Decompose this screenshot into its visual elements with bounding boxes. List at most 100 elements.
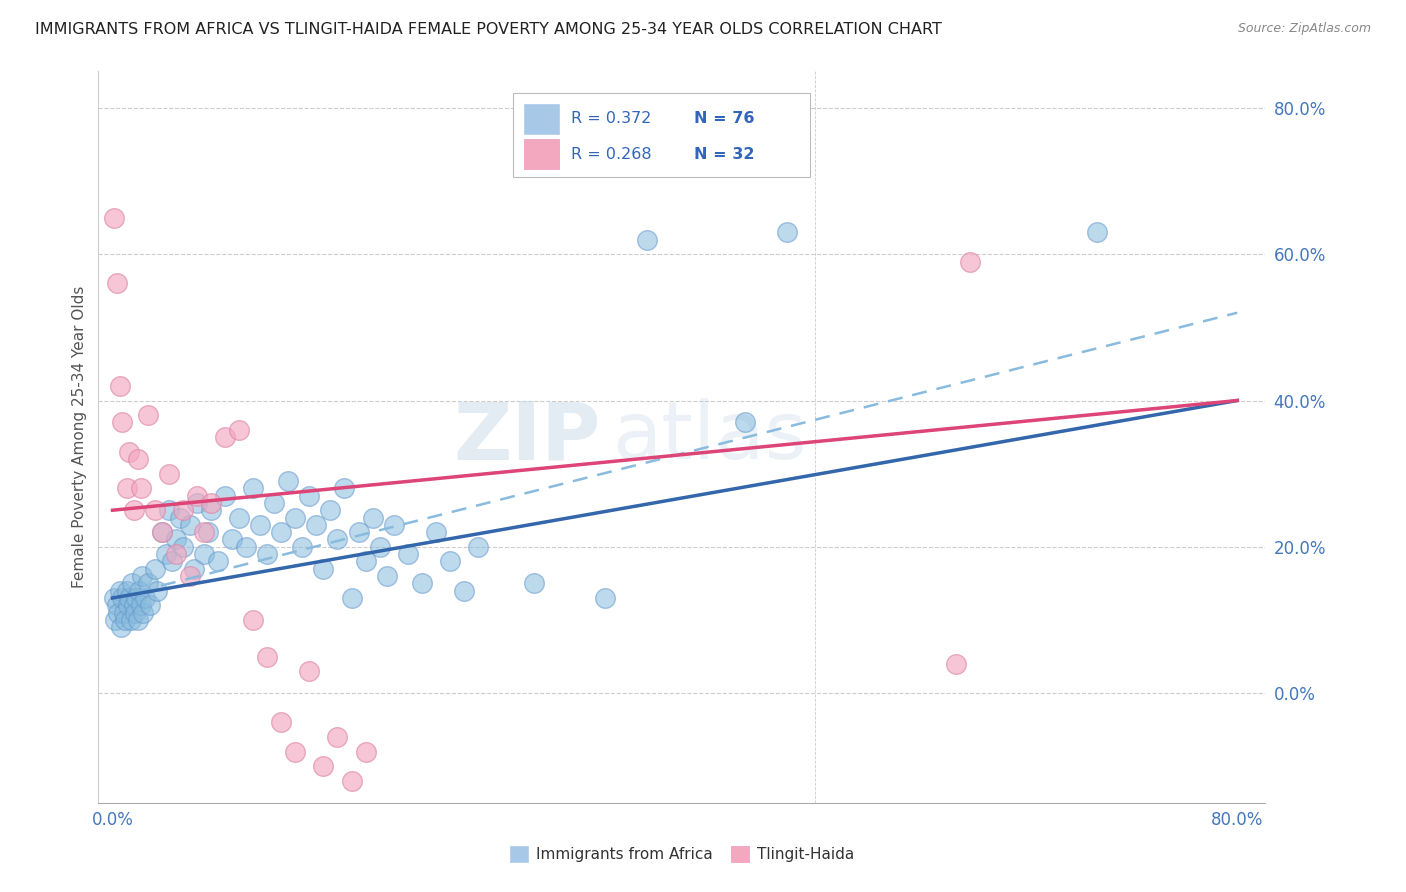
Point	[157, 503, 180, 517]
Point	[172, 540, 194, 554]
Point	[129, 599, 152, 613]
Point	[150, 525, 173, 540]
Point	[183, 562, 205, 576]
Point	[375, 569, 398, 583]
Y-axis label: Female Poverty Among 25-34 Year Olds: Female Poverty Among 25-34 Year Olds	[72, 286, 87, 588]
Point	[467, 540, 489, 554]
Text: atlas: atlas	[612, 398, 806, 476]
Point	[111, 416, 134, 430]
Point	[112, 606, 135, 620]
Point	[305, 517, 328, 532]
Text: IMMIGRANTS FROM AFRICA VS TLINGIT-HAIDA FEMALE POVERTY AMONG 25-34 YEAR OLDS COR: IMMIGRANTS FROM AFRICA VS TLINGIT-HAIDA …	[35, 22, 942, 37]
Point	[125, 591, 148, 605]
Point	[340, 773, 363, 788]
Point	[228, 510, 250, 524]
FancyBboxPatch shape	[513, 94, 810, 178]
Point	[361, 510, 384, 524]
Point	[121, 576, 143, 591]
Text: Source: ZipAtlas.com: Source: ZipAtlas.com	[1237, 22, 1371, 36]
Point	[134, 591, 156, 605]
Point	[132, 606, 155, 620]
Point	[354, 554, 377, 568]
Point	[118, 444, 141, 458]
Point	[284, 510, 307, 524]
Point	[155, 547, 177, 561]
Point	[242, 613, 264, 627]
Point	[104, 613, 127, 627]
Point	[197, 525, 219, 540]
Point	[249, 517, 271, 532]
Bar	[524, 139, 560, 169]
Text: R = 0.268: R = 0.268	[571, 146, 651, 161]
Point	[319, 503, 342, 517]
Point	[411, 576, 433, 591]
Point	[111, 591, 134, 605]
Point	[776, 225, 799, 239]
Point	[103, 591, 125, 605]
Point	[284, 745, 307, 759]
Point	[354, 745, 377, 759]
Point	[122, 503, 145, 517]
Point	[453, 583, 475, 598]
Point	[143, 562, 166, 576]
Point	[270, 525, 292, 540]
Point	[333, 481, 356, 495]
Point	[347, 525, 370, 540]
Point	[150, 525, 173, 540]
Point	[270, 715, 292, 730]
Point	[186, 489, 208, 503]
Point	[165, 547, 187, 561]
Point	[108, 379, 131, 393]
Point	[179, 569, 201, 583]
Point	[396, 547, 419, 561]
Point	[523, 576, 546, 591]
Point	[636, 233, 658, 247]
Point	[165, 533, 187, 547]
Point	[105, 599, 128, 613]
Text: ZIP: ZIP	[453, 398, 600, 476]
Point	[382, 517, 405, 532]
Point	[103, 211, 125, 225]
Point	[193, 525, 215, 540]
Point	[263, 496, 285, 510]
Point	[200, 496, 222, 510]
Text: N = 32: N = 32	[693, 146, 754, 161]
Point	[129, 481, 152, 495]
Point	[117, 599, 139, 613]
Point	[157, 467, 180, 481]
Point	[235, 540, 257, 554]
Point	[172, 503, 194, 517]
Point	[146, 583, 169, 598]
Point	[228, 423, 250, 437]
Point	[136, 408, 159, 422]
Point	[200, 503, 222, 517]
Point	[326, 533, 349, 547]
Point	[139, 599, 162, 613]
Point	[959, 254, 981, 268]
Point	[169, 510, 191, 524]
Point	[110, 620, 132, 634]
Point	[214, 430, 236, 444]
Point	[128, 583, 150, 598]
Point	[1085, 225, 1108, 239]
Point	[108, 583, 131, 598]
Point	[193, 547, 215, 561]
Point	[256, 649, 278, 664]
Point	[326, 730, 349, 744]
Point	[734, 416, 756, 430]
Point	[127, 613, 149, 627]
Point	[312, 562, 335, 576]
Text: R = 0.372: R = 0.372	[571, 112, 651, 127]
Point	[107, 606, 129, 620]
Text: N = 76: N = 76	[693, 112, 754, 127]
Point	[136, 576, 159, 591]
Bar	[524, 104, 560, 134]
Point	[186, 496, 208, 510]
Point	[131, 569, 153, 583]
Point	[298, 489, 321, 503]
Point	[120, 613, 142, 627]
Point	[160, 554, 183, 568]
Point	[593, 591, 616, 605]
Point	[179, 517, 201, 532]
Point	[105, 277, 128, 291]
